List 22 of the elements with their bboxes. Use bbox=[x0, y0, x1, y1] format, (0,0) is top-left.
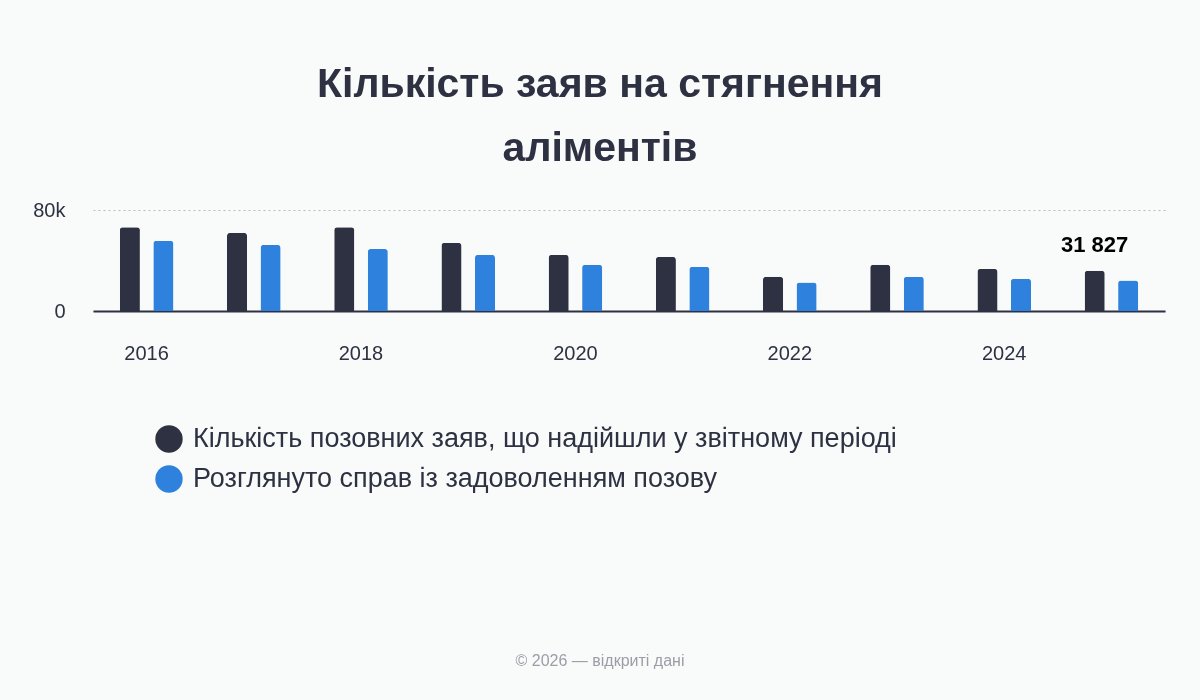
bar bbox=[689, 266, 710, 311]
bar bbox=[474, 254, 495, 311]
bar bbox=[1010, 278, 1031, 311]
x-tick-label: 2018 bbox=[338, 341, 384, 364]
data-label: 31 827 bbox=[1061, 231, 1129, 257]
x-tick-label: 2024 bbox=[981, 341, 1027, 364]
text: © 2026 — відкриті дані bbox=[514, 652, 686, 670]
legend-label: Розглянуто справ із задоволенням позову bbox=[193, 463, 718, 493]
y-tick-label: 80k bbox=[33, 198, 67, 221]
bar bbox=[367, 249, 388, 311]
x-tick-label: 2020 bbox=[553, 341, 598, 364]
bar bbox=[153, 240, 174, 311]
x-tick-label: 2016 bbox=[124, 341, 169, 364]
x-tick-label: 2022 bbox=[767, 341, 813, 364]
legend-label: Кількість позовних заяв, що надійшли у звітному періоді bbox=[193, 423, 897, 453]
bar bbox=[260, 244, 281, 311]
bar bbox=[903, 276, 924, 311]
bar bbox=[582, 264, 603, 311]
bar bbox=[796, 282, 817, 311]
y-tick-label: 0 bbox=[54, 299, 66, 322]
chart-title: Кількість заяв на стягнення аліментів bbox=[316, 60, 884, 170]
bar bbox=[1118, 280, 1139, 311]
